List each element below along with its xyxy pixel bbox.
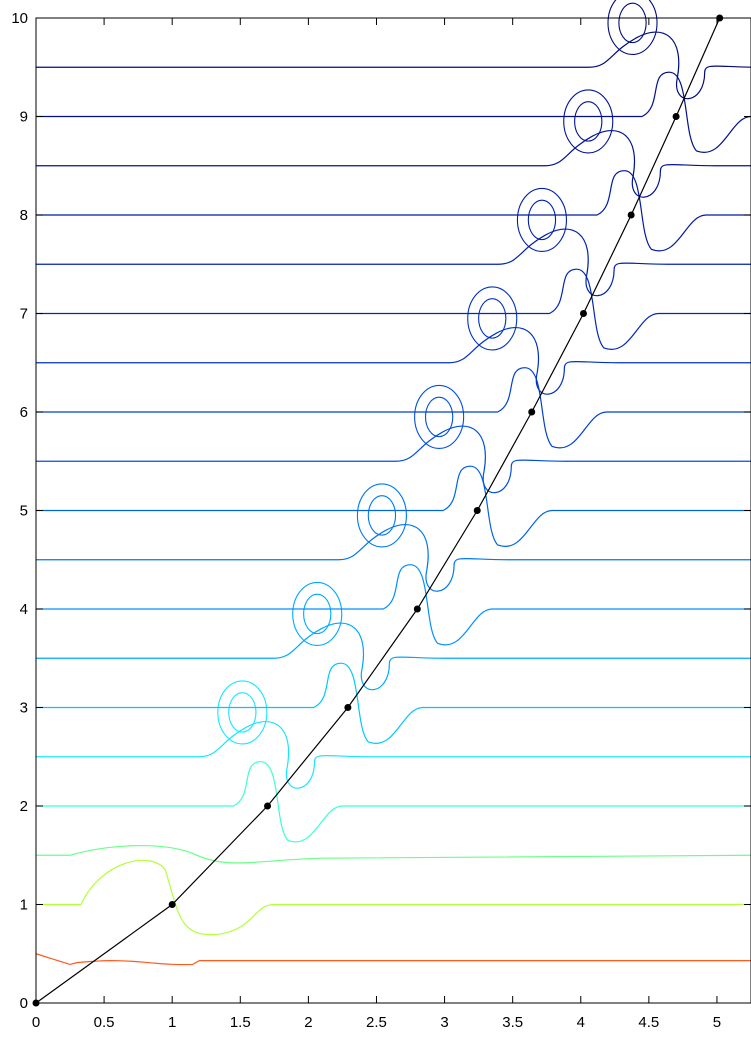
- contour-level-line: [36, 170, 751, 252]
- contour-inner-loop: [527, 199, 557, 241]
- trajectory-point: [413, 605, 421, 613]
- contour-lines: [35, 0, 751, 966]
- trajectory-point: [579, 310, 587, 317]
- contour-level-line: [36, 425, 751, 494]
- y-tick-label: 10: [11, 10, 28, 27]
- trajectory-point: [473, 507, 481, 514]
- y-tick-label: 3: [20, 700, 28, 717]
- contour-level-line: [36, 268, 751, 350]
- trajectory-point: [528, 408, 536, 416]
- contour-level-line: [35, 953, 751, 966]
- trajectory-point: [627, 211, 635, 219]
- contour-inner-loop: [292, 581, 343, 646]
- contour-level-line: [36, 859, 751, 936]
- contour-level-line: [36, 721, 751, 789]
- trajectory-point: [168, 901, 176, 908]
- x-tick-label: 3.5: [502, 1014, 523, 1031]
- trajectory-layer: [32, 14, 724, 1007]
- x-tick-label: 3: [440, 1014, 448, 1031]
- contour-level-line: [36, 622, 751, 691]
- contour-level-line: [36, 564, 751, 646]
- contour-inner-loop: [478, 298, 507, 339]
- contour-inner-loop: [424, 396, 454, 438]
- contour-level-line: [36, 761, 751, 843]
- contour-inner-loop: [574, 101, 603, 142]
- trajectory-point: [672, 113, 680, 120]
- y-tick-label: 8: [20, 207, 28, 224]
- contour-inner-loop: [467, 286, 518, 351]
- y-tick-label: 5: [20, 503, 28, 520]
- contour-inner-loop: [228, 692, 257, 733]
- y-tick-label: 0: [20, 995, 28, 1012]
- x-tick-label: 1.5: [230, 1014, 251, 1031]
- contour-inner-loop: [607, 0, 658, 55]
- x-tick-label: 0: [32, 1014, 40, 1031]
- contour-level-line: [36, 228, 751, 297]
- x-tick-label: 1: [168, 1014, 176, 1031]
- contour-level-line: [36, 71, 751, 153]
- contour-inner-loop: [217, 680, 268, 745]
- contour-level-line: [36, 130, 751, 198]
- contour-level-line: [36, 465, 751, 547]
- contour-level-line: [36, 327, 751, 395]
- contour-inner-loop: [563, 89, 614, 154]
- contour-level-line: [36, 524, 751, 592]
- y-tick-label: 6: [20, 404, 28, 421]
- trajectory-point: [344, 704, 352, 711]
- x-tick-label: 2: [304, 1014, 312, 1031]
- contour-inner-loop: [303, 593, 332, 635]
- axes: 0 0.5 1 1.5 2 2.5 3 3.5 4 4.5 5 0 1 2 3 4 5 6 7 8 9 10: [11, 10, 751, 1031]
- y-tick-label: 4: [20, 601, 28, 618]
- contour-level-line: [36, 662, 751, 744]
- contour-inner-loop: [414, 384, 465, 449]
- trajectory-point: [264, 802, 272, 810]
- y-tick-label: 9: [20, 109, 28, 126]
- contour-inner-loop: [367, 495, 397, 536]
- x-tick-label: 2.5: [366, 1014, 387, 1031]
- x-tick-label: 4: [577, 1014, 585, 1031]
- x-tick-label: 4.5: [638, 1014, 659, 1031]
- y-tick-label: 2: [20, 798, 28, 815]
- contour-level-line: [36, 844, 751, 864]
- y-tick-label: 7: [20, 306, 28, 323]
- contour-inner-loop: [356, 483, 407, 548]
- contour-level-line: [36, 367, 751, 449]
- contour-inner-loop: [618, 2, 647, 44]
- x-tick-label: 0.5: [94, 1014, 115, 1031]
- x-tick-label: 5: [713, 1014, 721, 1031]
- contour-inner-loop: [516, 187, 568, 252]
- y-tick-label: 1: [20, 897, 28, 914]
- contour-level-line: [36, 31, 751, 100]
